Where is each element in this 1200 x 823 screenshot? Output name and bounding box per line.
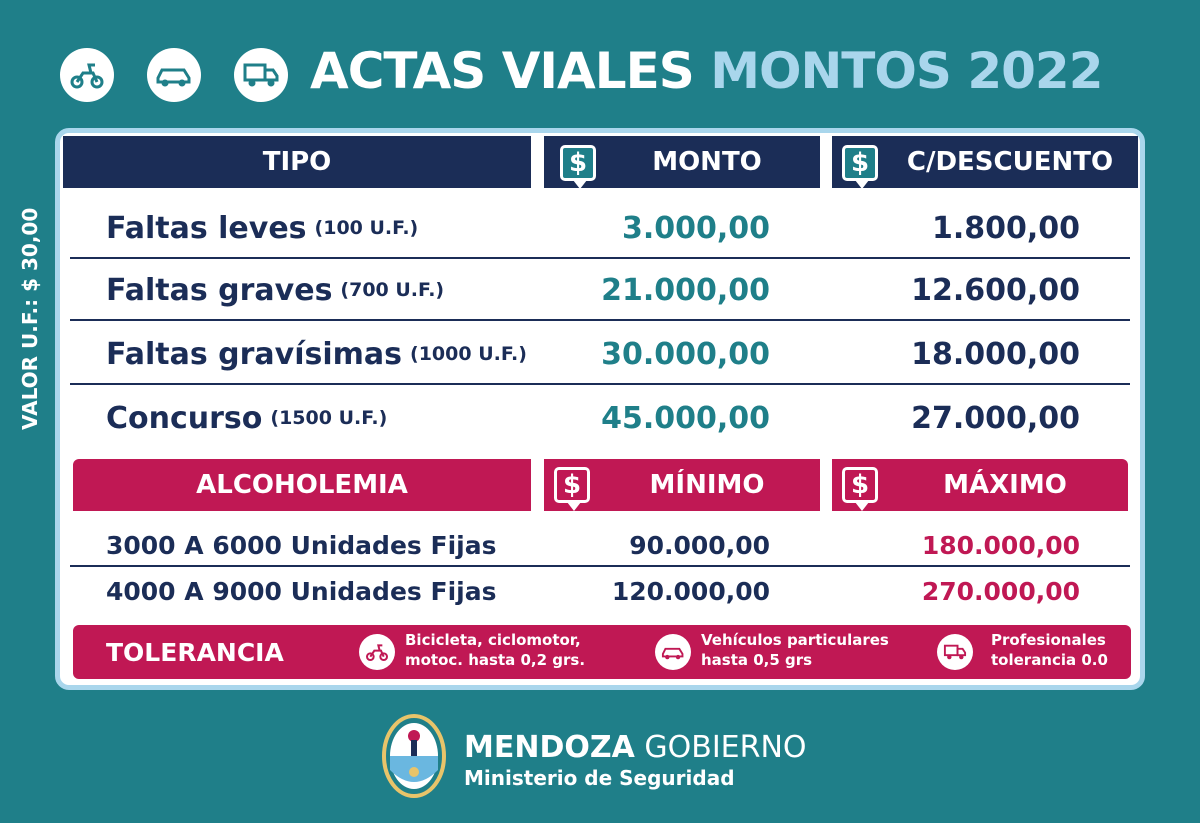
- table-row: Faltas gravísimas (1000 U.F.) 30.000,00 1…: [70, 323, 1130, 385]
- brand-name: MENDOZA GOBIERNO: [464, 730, 807, 765]
- ministry-name: Ministerio de Seguridad: [464, 766, 735, 790]
- car-icon: [147, 48, 201, 102]
- table-row: 4000 A 9000 Unidades Fijas 120.000,00 27…: [70, 569, 1130, 613]
- dollar-icon: $: [842, 145, 878, 189]
- header-minimo-label: MÍNIMO: [649, 470, 765, 500]
- table-row: 3000 A 6000 Unidades Fijas 90.000,00 180…: [70, 523, 1130, 567]
- brand-bold: MENDOZA: [464, 730, 635, 765]
- header-monto-label: MONTO: [652, 147, 762, 177]
- header-minimo: MÍNIMO: [544, 459, 820, 511]
- row-monto: 21.000,00: [601, 272, 770, 308]
- row-descuento: 12.600,00: [911, 272, 1080, 308]
- table-row: Concurso (1500 U.F.) 45.000,00 27.000,00: [70, 387, 1130, 449]
- header-alcoholemia-label: ALCOHOLEMIA: [196, 470, 408, 500]
- truck-icon: [937, 634, 973, 670]
- header-maximo-label: MÁXIMO: [943, 470, 1067, 500]
- row-tipo: Faltas graves (700 U.F.): [106, 272, 445, 308]
- row-monto: 30.000,00: [601, 336, 770, 372]
- header-maximo: MÁXIMO: [832, 459, 1128, 511]
- alcohol-max: 180.000,00: [921, 530, 1080, 560]
- table-row: Faltas leves (100 U.F.) 3.000,00 1.800,00: [70, 197, 1130, 259]
- tolerance-bar: TOLERANCIA Bicicleta, ciclomotor, motoc.…: [73, 625, 1131, 679]
- row-descuento: 18.000,00: [911, 336, 1080, 372]
- alcohol-range-label: 3000 A 6000 Unidades Fijas: [106, 530, 497, 560]
- title-accent: MONTOS 2022: [710, 42, 1103, 100]
- row-descuento: 27.000,00: [911, 400, 1080, 436]
- page-title: ACTAS VIALES MONTOS 2022: [310, 42, 1103, 100]
- alcohol-min: 120.000,00: [611, 576, 770, 606]
- row-tipo: Faltas gravísimas (1000 U.F.): [106, 336, 527, 372]
- dollar-icon: $: [560, 145, 596, 189]
- tolerance-item: Bicicleta, ciclomotor, motoc. hasta 0,2 …: [405, 631, 586, 669]
- row-tipo: Concurso (1500 U.F.): [106, 400, 388, 436]
- tolerance-item: Vehículos particulares hasta 0,5 grs: [701, 631, 889, 669]
- alcohol-range-label: 4000 A 9000 Unidades Fijas: [106, 576, 497, 606]
- alcohol-max: 270.000,00: [921, 576, 1080, 606]
- row-tipo: Faltas leves (100 U.F.): [106, 210, 419, 246]
- uf-value-note: VALOR U.F.: $ 30,00: [18, 207, 42, 430]
- header-descuento-label: C/DESCUENTO: [906, 147, 1114, 177]
- row-monto: 45.000,00: [601, 400, 770, 436]
- row-monto: 3.000,00: [621, 210, 770, 246]
- dollar-icon: $: [842, 467, 878, 511]
- scooter-icon: [359, 634, 395, 670]
- title-main: ACTAS VIALES: [310, 42, 695, 100]
- table-row: Faltas graves (700 U.F.) 21.000,00 12.600…: [70, 259, 1130, 321]
- dollar-icon: $: [554, 467, 590, 511]
- header-tipo: TIPO: [63, 136, 531, 188]
- header-descuento: C/DESCUENTO: [832, 136, 1138, 188]
- coat-of-arms-icon: [382, 714, 446, 798]
- row-descuento: 1.800,00: [931, 210, 1080, 246]
- header-alcoholemia: ALCOHOLEMIA: [73, 459, 531, 511]
- header-tipo-label: TIPO: [262, 147, 332, 177]
- tolerance-label: TOLERANCIA: [106, 637, 284, 667]
- footer: MENDOZA GOBIERNO Ministerio de Seguridad: [380, 710, 840, 800]
- fines-card: TIPO MONTO $ C/DESCUENTO $ Faltas leves(…: [55, 128, 1145, 690]
- tolerance-item: Profesionales tolerancia 0.0: [991, 631, 1108, 669]
- alcohol-min: 90.000,00: [629, 530, 770, 560]
- scooter-icon: [60, 48, 114, 102]
- car-icon: [655, 634, 691, 670]
- header: ACTAS VIALES MONTOS 2022: [60, 40, 1160, 110]
- truck-icon: [234, 48, 288, 102]
- brand-light: GOBIERNO: [644, 730, 807, 765]
